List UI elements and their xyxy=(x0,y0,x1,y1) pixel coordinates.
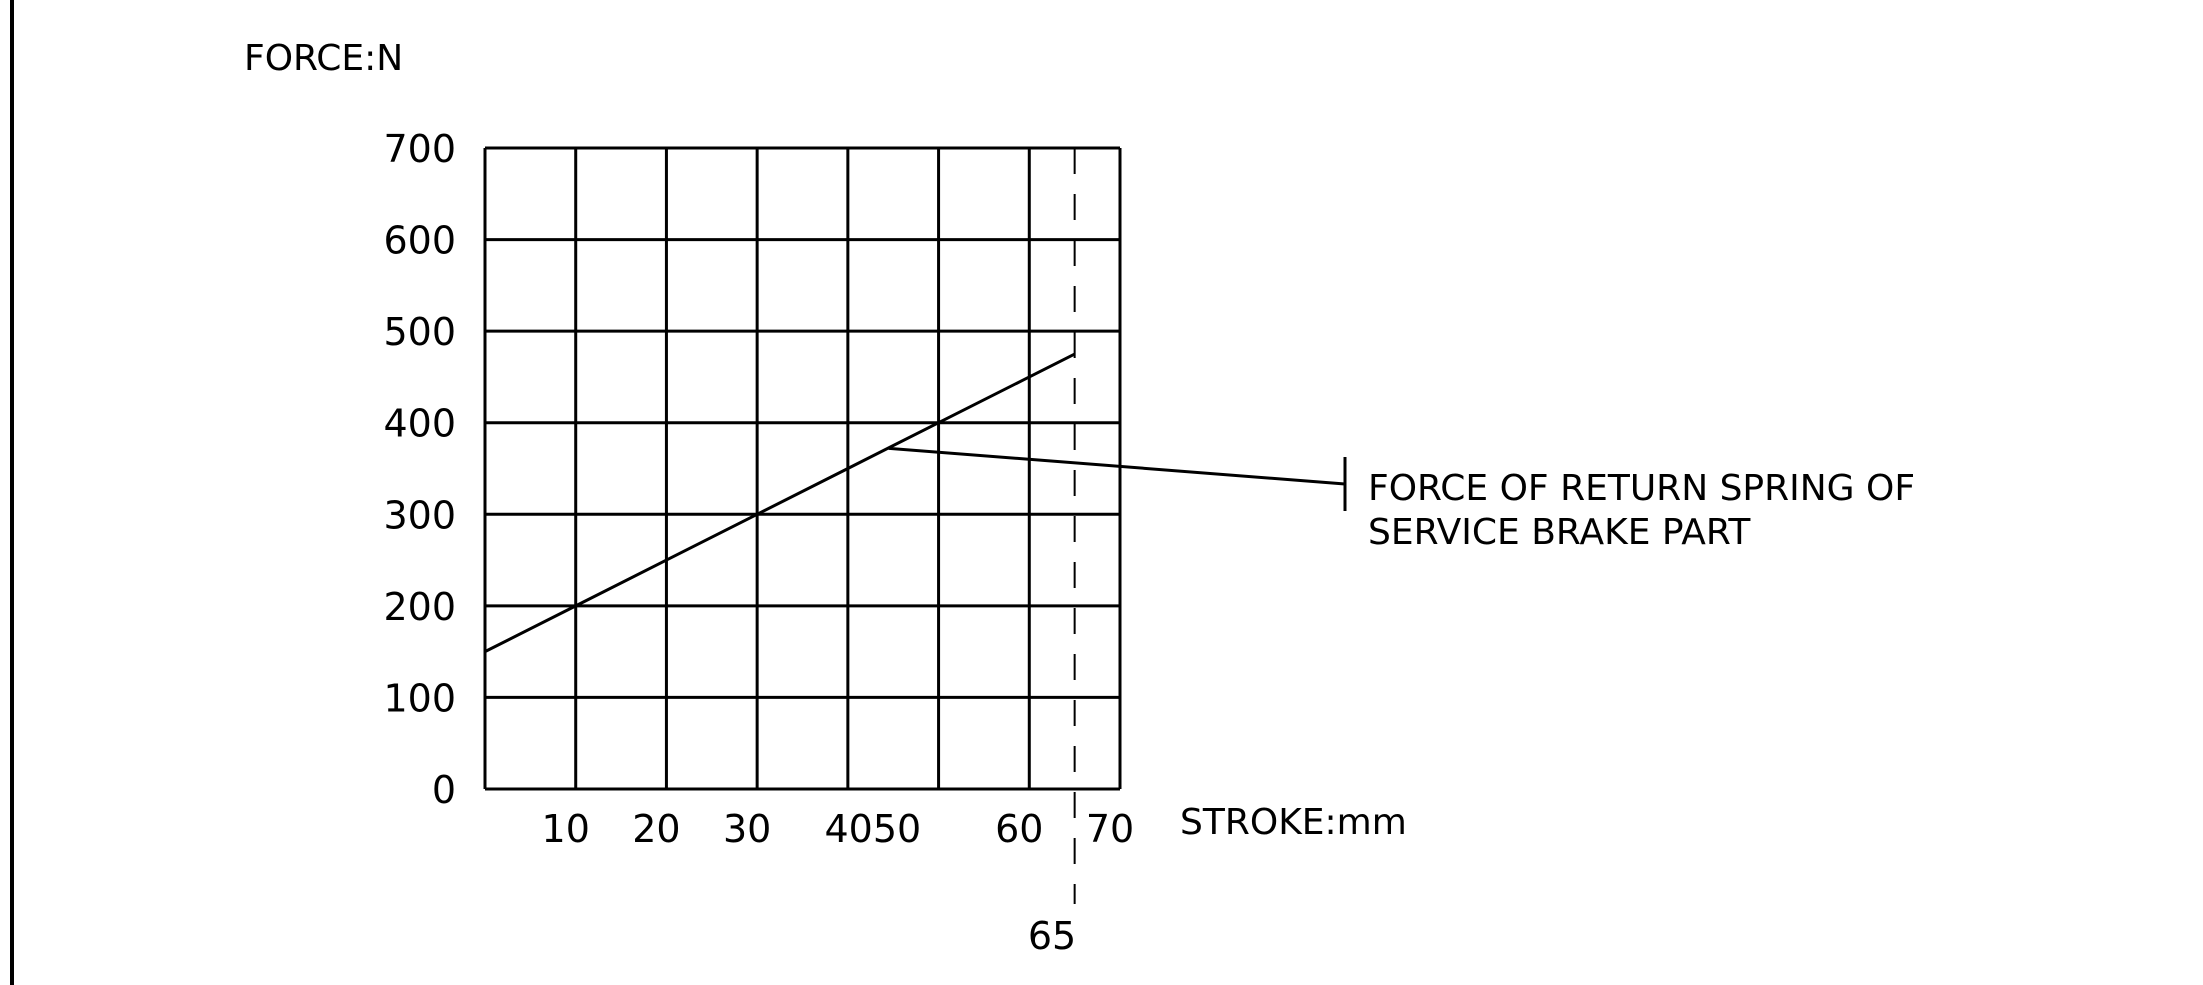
annotation-group xyxy=(888,446,1347,511)
x-tick-label: 70 xyxy=(1086,807,1134,851)
annotation-line-1: FORCE OF RETURN SPRING OF xyxy=(1368,468,1915,509)
chart-grid xyxy=(483,146,1122,791)
y-tick-label: 200 xyxy=(383,585,456,629)
reference-line-label: 65 xyxy=(1028,914,1076,958)
x-tick-label: 30 xyxy=(723,807,771,851)
y-tick-labels: 0 100 200 300 400 500 600 700 xyxy=(383,127,456,812)
series-line xyxy=(484,352,1076,653)
annotation-leader-line xyxy=(888,446,1346,486)
y-tick-label: 100 xyxy=(383,676,456,720)
x-tick-label: 20 xyxy=(632,807,680,851)
y-tick-label: 0 xyxy=(432,768,456,812)
x-tick-label: 4050 xyxy=(824,807,921,851)
x-tick-label: 10 xyxy=(542,807,590,851)
y-tick-label: 600 xyxy=(383,219,456,263)
y-tick-label: 400 xyxy=(383,402,456,446)
y-tick-label: 500 xyxy=(383,310,456,354)
y-axis-title: FORCE:N xyxy=(244,38,403,79)
chart-series xyxy=(484,352,1076,653)
x-tick-labels: 10 20 30 4050 60 70 xyxy=(542,807,1135,851)
x-tick-label: 60 xyxy=(995,807,1043,851)
annotation-line-2: SERVICE BRAKE PART xyxy=(1368,512,1751,553)
y-tick-label: 700 xyxy=(383,127,456,171)
x-axis-title: STROKE:mm xyxy=(1180,802,1407,843)
y-tick-label: 300 xyxy=(383,493,456,537)
